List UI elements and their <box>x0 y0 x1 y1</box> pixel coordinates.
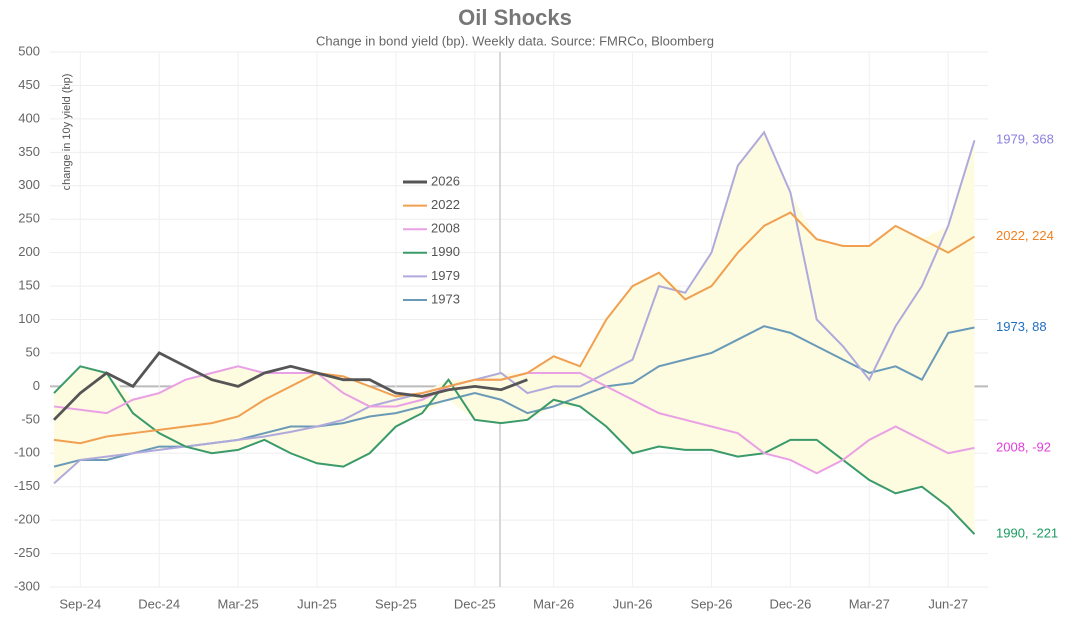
end-label: 2022, 224 <box>996 228 1054 243</box>
y-tick-label: 100 <box>18 311 40 326</box>
x-tick-label: Sep-25 <box>375 596 417 611</box>
y-tick-label: 200 <box>18 244 40 259</box>
series-line <box>53 351 528 421</box>
end-label: 1979, 368 <box>996 132 1054 147</box>
chart-subtitle: Change in bond yield (bp). Weekly data. … <box>316 33 714 48</box>
y-tick-label: -50 <box>21 411 40 426</box>
legend-label: 1979 <box>431 268 460 283</box>
y-tick-label: 250 <box>18 211 40 226</box>
legend-label: 2008 <box>431 221 460 236</box>
x-tick-label: Dec-25 <box>454 596 496 611</box>
y-tick-label: 450 <box>18 77 40 92</box>
chart-title: Oil Shocks <box>458 5 572 30</box>
y-tick-label: -150 <box>14 478 40 493</box>
end-label: 1973, 88 <box>996 319 1047 334</box>
end-label: 2008, -92 <box>996 439 1051 454</box>
y-axis-label: change in 10y yield (bp) <box>61 74 73 191</box>
x-tick-label: Jun-25 <box>297 596 337 611</box>
x-tick-label: Mar-27 <box>849 596 890 611</box>
y-tick-label: 500 <box>18 43 40 58</box>
y-tick-label: 50 <box>26 344 40 359</box>
x-tick-label: Jun-27 <box>928 596 968 611</box>
x-tick-label: Mar-26 <box>533 596 574 611</box>
legend-label: 2022 <box>431 197 460 212</box>
y-tick-label: 350 <box>18 144 40 159</box>
legend-label: 1973 <box>431 291 460 306</box>
y-tick-label: 0 <box>33 378 40 393</box>
legend-label: 1990 <box>431 244 460 259</box>
x-tick-label: Dec-24 <box>138 596 180 611</box>
series-line <box>53 211 976 445</box>
y-tick-label: 300 <box>18 177 40 192</box>
x-tick-label: Sep-26 <box>691 596 733 611</box>
y-tick-label: 400 <box>18 110 40 125</box>
y-tick-label: -300 <box>14 578 40 593</box>
x-tick-label: Sep-24 <box>59 596 101 611</box>
x-tick-label: Jun-26 <box>613 596 653 611</box>
y-tick-label: -250 <box>14 545 40 560</box>
series-line <box>53 365 976 535</box>
end-label: 1990, -221 <box>996 526 1058 541</box>
x-tick-label: Dec-26 <box>769 596 811 611</box>
y-tick-label: 150 <box>18 278 40 293</box>
y-tick-label: -100 <box>14 445 40 460</box>
x-tick-label: Mar-25 <box>218 596 259 611</box>
series-line <box>53 130 976 485</box>
y-tick-label: -200 <box>14 512 40 527</box>
legend-label: 2026 <box>431 173 460 188</box>
